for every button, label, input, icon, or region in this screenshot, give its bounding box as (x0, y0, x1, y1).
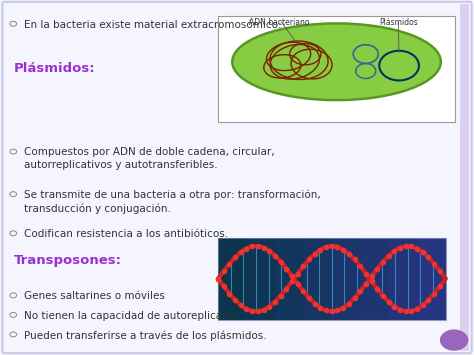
Text: Codifican resistencia a los antibióticos.: Codifican resistencia a los antibióticos… (24, 229, 228, 239)
Text: En la bacteria existe material extracromosómico:: En la bacteria existe material extracrom… (24, 20, 282, 29)
Ellipse shape (232, 23, 441, 100)
Text: Plásmidos:: Plásmidos: (14, 62, 96, 75)
FancyBboxPatch shape (460, 4, 469, 351)
FancyBboxPatch shape (218, 238, 246, 320)
FancyBboxPatch shape (218, 238, 446, 320)
FancyBboxPatch shape (332, 238, 360, 320)
Text: Compuestos por ADN de doble cadena, circular,
autorreplicativos y autotransferib: Compuestos por ADN de doble cadena, circ… (24, 147, 274, 170)
FancyBboxPatch shape (389, 238, 417, 320)
FancyBboxPatch shape (360, 238, 389, 320)
Text: Se transmite de una bacteria a otra por: transformación,
transducción y conjugac: Se transmite de una bacteria a otra por:… (24, 190, 320, 214)
Text: Transposones:: Transposones: (14, 254, 122, 267)
FancyBboxPatch shape (218, 16, 455, 122)
FancyBboxPatch shape (303, 238, 332, 320)
Text: ADN bacteriano: ADN bacteriano (249, 18, 310, 27)
FancyBboxPatch shape (417, 238, 446, 320)
Circle shape (440, 329, 468, 351)
Text: Plásmidos: Plásmidos (379, 18, 418, 27)
FancyBboxPatch shape (275, 238, 303, 320)
Text: Genes saltarines o móviles: Genes saltarines o móviles (24, 291, 164, 301)
Text: Pueden transferirse a través de los plásmidos.: Pueden transferirse a través de los plás… (24, 330, 266, 341)
FancyBboxPatch shape (246, 238, 275, 320)
Text: No tienen la capacidad de autoreplicarse.: No tienen la capacidad de autoreplicarse… (24, 311, 241, 321)
